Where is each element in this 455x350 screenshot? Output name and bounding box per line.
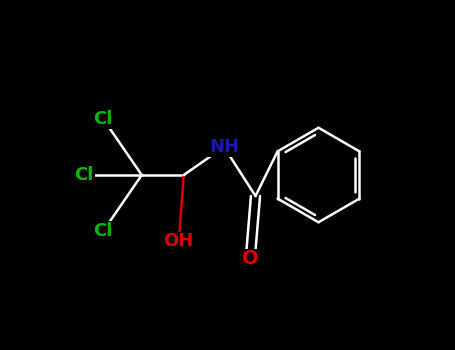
Text: O: O xyxy=(242,250,258,268)
Text: Cl: Cl xyxy=(94,222,113,240)
Text: Cl: Cl xyxy=(94,110,113,128)
Text: OH: OH xyxy=(163,232,194,251)
Text: NH: NH xyxy=(209,138,239,156)
Text: Cl: Cl xyxy=(74,166,94,184)
